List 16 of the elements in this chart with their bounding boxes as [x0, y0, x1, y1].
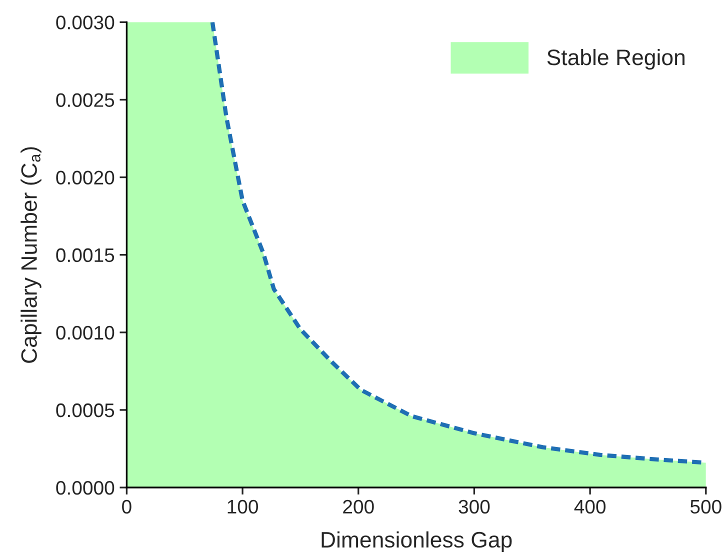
- x-tick-label: 200: [343, 500, 374, 514]
- y-tick-label: 0.0015: [56, 248, 114, 262]
- x-tick-label: 100: [228, 500, 258, 514]
- y-tick-label: 0.0010: [56, 326, 114, 340]
- y-axis-title: Capillary Number (C$_{a}$): [20, 147, 42, 363]
- x-axis-title: Dimensionless Gap: [322, 531, 512, 552]
- y-tick-label: 0.0030: [56, 16, 114, 30]
- x-tick-label: 300: [458, 500, 490, 514]
- y-tick-label: 0.0025: [56, 93, 114, 107]
- x-tick-label: 400: [574, 500, 606, 514]
- y-tick-label: 0.0020: [56, 170, 114, 185]
- x-tick-label: 500: [690, 500, 722, 514]
- y-tick-label: 0.0000: [56, 480, 114, 495]
- y-tick-label: 0.0005: [56, 403, 114, 418]
- x-tick-label: 0: [122, 500, 132, 514]
- legend-label: Stable Region: [547, 48, 684, 70]
